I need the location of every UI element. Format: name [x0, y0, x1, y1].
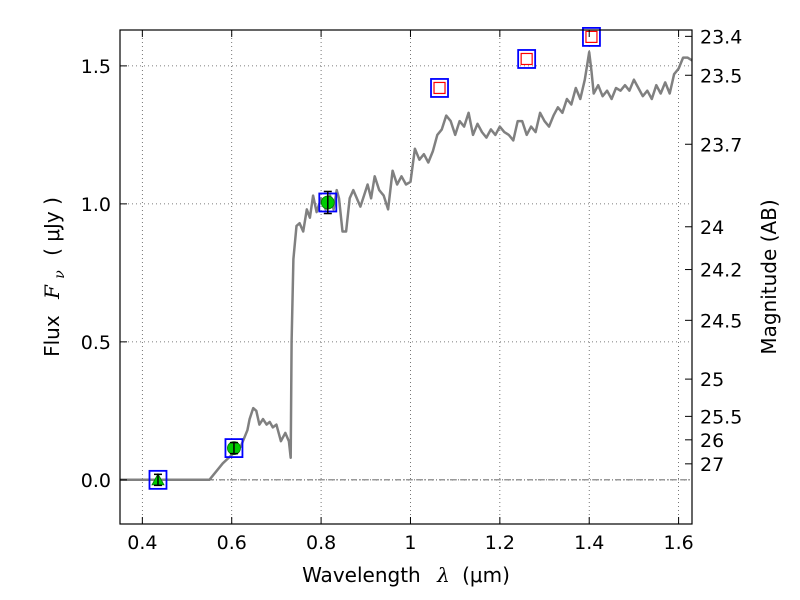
y-axis-symbol-sub: ν	[52, 270, 68, 279]
photometry-point	[318, 190, 338, 215]
magnitude-tick-label: 27	[700, 454, 724, 476]
x-tick-label: 1	[404, 532, 416, 554]
x-axis-unit: (μm)	[462, 563, 510, 587]
upper-limit-square	[585, 30, 598, 43]
plot-frame	[119, 29, 693, 525]
model-flux-box	[148, 469, 168, 490]
y-tick-label: 0.5	[81, 332, 111, 354]
y-axis-symbol: F	[40, 284, 64, 300]
magnitude-tick-label: 23.7	[700, 134, 742, 156]
magnitude-tick-label: 24.2	[700, 260, 742, 282]
magnitude-tick-label: 23.5	[700, 65, 742, 87]
magnitude-tick-label: 24.5	[700, 310, 742, 332]
x-tick-label: 1.2	[485, 532, 515, 554]
photometry-points	[148, 26, 601, 490]
y-tick-label: 0.0	[81, 470, 111, 492]
magnitude-tick-label: 23.4	[700, 26, 742, 48]
photometry-point	[224, 438, 244, 459]
y-tick-label: 1.5	[81, 56, 111, 78]
upper-limit-square	[520, 52, 533, 66]
x-tick-label: 1.4	[574, 532, 604, 554]
model-flux-box	[517, 49, 537, 69]
magnitude-tick-label: 25	[700, 369, 724, 391]
photometry-point	[517, 49, 537, 69]
x-axis-title: Wavelength λ (μm)	[302, 563, 510, 587]
y-axis-title: Flux F ν ( μJy )	[40, 197, 69, 357]
upper-limit-square	[433, 81, 446, 95]
x-tick-label: 0.6	[217, 532, 247, 554]
magnitude-tick-label: 24	[700, 217, 724, 239]
grid-lines	[120, 30, 692, 524]
magnitude-tick-label: 26	[700, 430, 724, 452]
x-axis-label: Wavelength	[302, 563, 421, 587]
magnitude-tick-label: 25.5	[700, 406, 742, 428]
magnitude-axis-title: Magnitude (AB)	[757, 199, 781, 354]
photometry-point	[148, 469, 168, 490]
model-flux-box	[430, 78, 449, 98]
photometry-point	[430, 78, 449, 98]
y-axis-unit: ( μJy )	[40, 197, 64, 256]
model-flux-box	[224, 438, 244, 459]
x-tick-label: 1.6	[663, 532, 693, 554]
x-axis-symbol: λ	[436, 563, 450, 587]
y-axis-ticks: 0.0 0.5 1.0 1.5	[81, 56, 127, 492]
x-tick-label: 0.8	[306, 532, 336, 554]
x-axis-ticks: 0.4 0.6 0.8 1 1.2 1.4 1.6	[127, 30, 694, 554]
photometry-point	[582, 26, 601, 47]
y-axis-label: Flux	[40, 315, 64, 357]
y-tick-label: 1.0	[81, 194, 111, 216]
model-flux-box	[582, 26, 601, 47]
model-spectrum-line	[120, 50, 693, 482]
x-tick-label: 0.4	[127, 532, 157, 554]
